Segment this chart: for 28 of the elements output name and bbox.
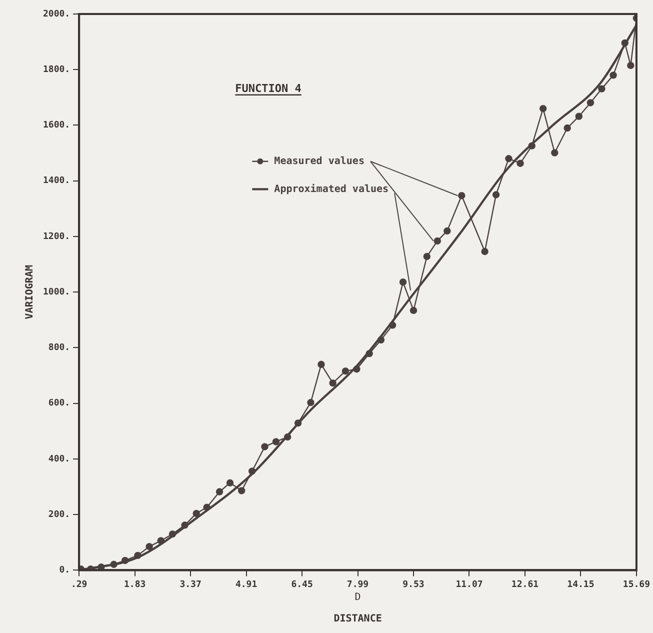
x-tick-label: 14.15 [567,580,594,590]
x-tick-label: 15.69 [622,580,650,590]
x-tick-label: 4.91 [235,580,258,590]
y-tick-label: 1200. [43,232,70,242]
text: FUNCTION 4 [235,82,302,95]
x-tick-label: 6.45 [291,580,313,590]
text: D [354,592,361,603]
y-tick-label: 1800. [43,64,70,75]
x-tick-label: 9.53 [402,580,424,590]
legend-label: Approximated values [274,182,389,195]
y-tick-label: 400. [48,454,70,464]
y-tick-label: 800. [48,343,70,354]
y-axis-title: VARIOGRAM [24,265,36,320]
y-tick-label: 1400. [43,176,70,186]
y-tick-label: 600. [48,398,70,409]
y-tick-label: 0. [59,566,70,576]
y-tick-label: 1600. [43,120,70,131]
x-tick-label: 11.07 [456,580,483,590]
x-tick-label: .29 [70,580,88,590]
x-tick-label: 7.99 [346,580,369,590]
y-tick-label: 1000. [43,287,70,298]
y-tick-label: 200. [48,510,70,520]
x-axis-title: DISTANCE [334,614,382,625]
legend-label: Measured values [274,156,364,167]
x-tick-label: 12.61 [511,580,539,590]
y-tick-label: 2000. [43,9,70,20]
x-tick-label: 3.37 [180,580,202,590]
x-tick-label: 1.83 [124,580,146,590]
